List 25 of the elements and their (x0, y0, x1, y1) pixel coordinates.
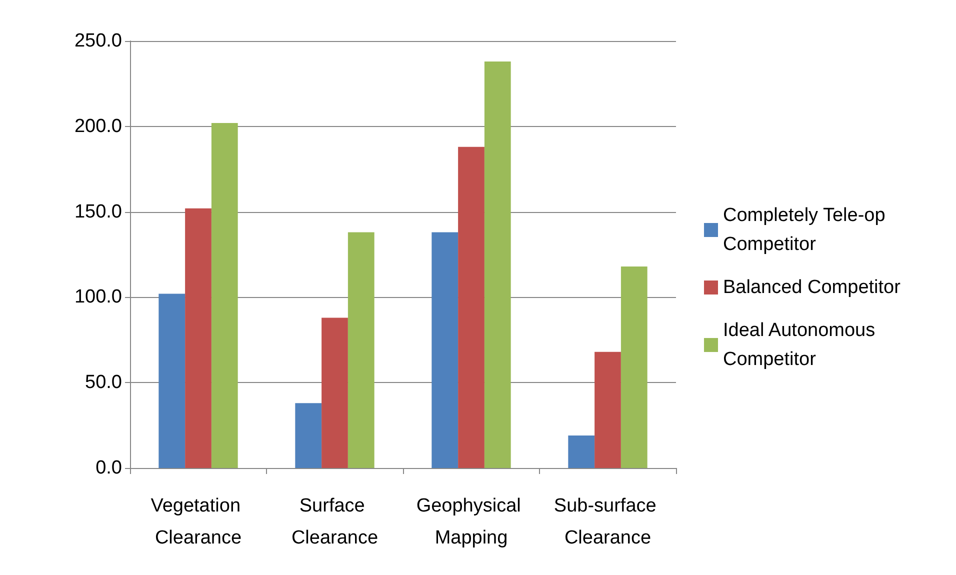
bar (348, 232, 374, 468)
bar (211, 122, 238, 468)
y-tick-label: 0.0 (96, 458, 122, 478)
bar (295, 403, 322, 468)
legend-label: Ideal Autonomous Competitor (723, 320, 880, 370)
x-tick-label: Vegetation Clearance (150, 496, 246, 548)
bar (458, 146, 484, 468)
bar (322, 318, 348, 468)
bar (185, 208, 212, 468)
x-tick-label: Sub-surface Clearance (554, 496, 662, 548)
bar (568, 436, 595, 468)
y-tick-label: 200.0 (74, 116, 122, 137)
legend-label: Balanced Competitor (723, 277, 902, 298)
bar (594, 352, 621, 468)
bar (432, 232, 458, 468)
y-tick-label: 150.0 (74, 201, 122, 222)
x-tick-label: Geophysical Mapping (416, 496, 526, 548)
bar (158, 294, 186, 468)
bar (620, 266, 648, 468)
y-tick-label: 100.0 (74, 286, 122, 308)
legend-label: Completely Tele-op Competitor (723, 205, 891, 255)
bar (484, 61, 511, 468)
x-tick-label: Surface Clearance (291, 496, 378, 548)
y-tick-label: 250.0 (74, 30, 122, 52)
y-tick-label: 50.0 (85, 372, 122, 394)
